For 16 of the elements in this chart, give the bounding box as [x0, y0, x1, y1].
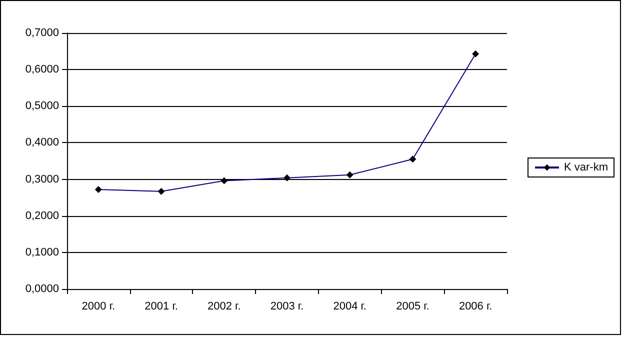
- y-tick-label: 0,1000: [25, 246, 59, 258]
- y-tick-label: 0,3000: [25, 173, 59, 186]
- y-tick-label: 0,0000: [25, 283, 59, 295]
- x-tick-label: 2004 г.: [333, 300, 366, 312]
- legend-label: K var-km: [564, 162, 608, 174]
- y-tick-label: 0,2000: [25, 210, 59, 222]
- x-tick-label: 2005 г.: [396, 300, 430, 312]
- x-tick-label: 2003 г.: [270, 300, 304, 312]
- x-tick-label: 2000 г.: [82, 300, 116, 312]
- x-tick-label: 2001 г.: [144, 300, 178, 312]
- y-tick-label: 0,5000: [25, 100, 59, 112]
- y-tick-label: 0,7000: [25, 27, 59, 39]
- y-tick-label: 0,6000: [25, 64, 59, 76]
- x-tick-label: 2006 г.: [458, 300, 492, 312]
- y-tick-label: 0,4000: [25, 136, 59, 149]
- x-tick-label: 2002 г.: [208, 300, 241, 312]
